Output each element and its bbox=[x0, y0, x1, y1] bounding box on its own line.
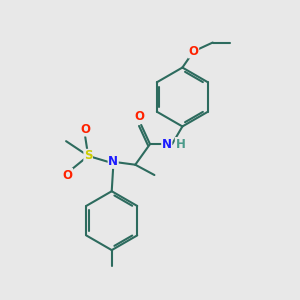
Text: S: S bbox=[84, 149, 92, 162]
Text: O: O bbox=[63, 169, 73, 182]
Text: O: O bbox=[189, 45, 199, 58]
Text: O: O bbox=[135, 110, 145, 123]
Text: H: H bbox=[176, 138, 185, 151]
Text: N: N bbox=[162, 138, 172, 151]
Text: O: O bbox=[80, 123, 90, 136]
Text: N: N bbox=[108, 155, 118, 168]
